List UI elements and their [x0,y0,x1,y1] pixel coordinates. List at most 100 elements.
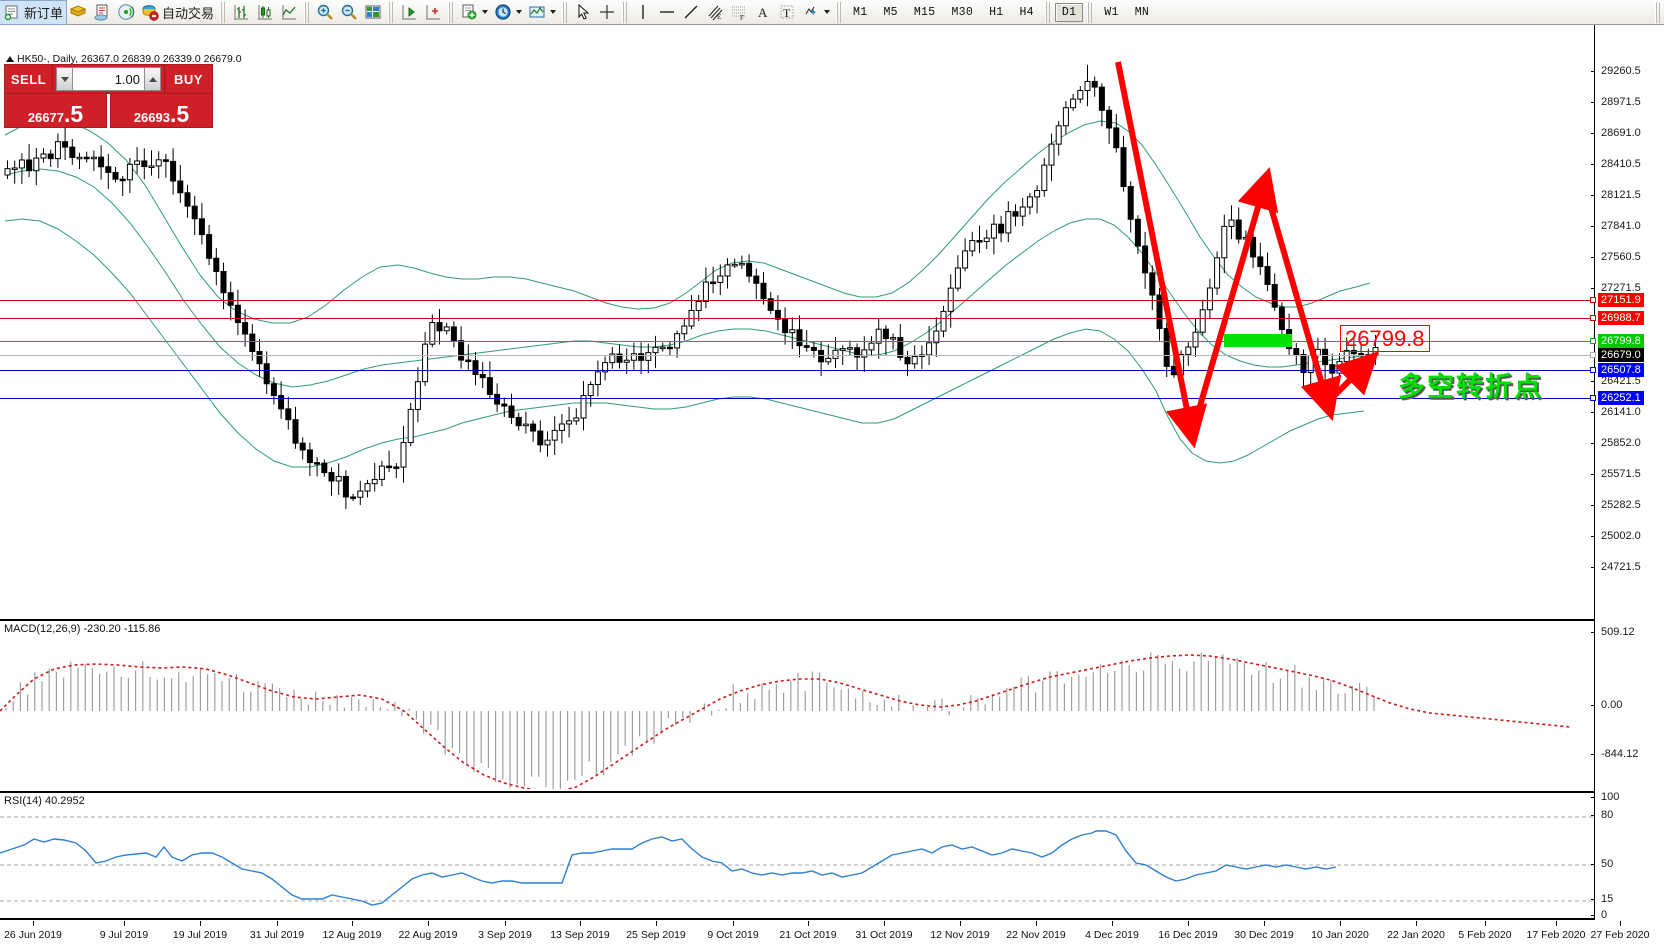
signals-button[interactable] [114,1,138,24]
candle-bullish [702,281,709,302]
price-axis[interactable]: 29260.5 28971.5 28691.0 28410.5 28121.5 27841… [1590,25,1664,921]
candle-bearish [1012,211,1019,217]
chart-shift-button[interactable] [421,1,445,24]
chevron-down-icon[interactable] [550,10,557,14]
candle-bearish [198,218,205,236]
buy-price-display[interactable]: 26693 .5 [110,94,213,128]
chevron-down-icon[interactable] [482,10,489,14]
candle-bullish [868,342,875,351]
level-handle[interactable] [1590,338,1596,344]
price-callout-annotation[interactable]: 26799.8 [1340,325,1430,353]
candle-bullish [594,371,601,386]
price-level-badge[interactable]: 26679.0 [1598,348,1644,362]
equidistant-channel-icon: E [706,3,724,21]
price-chart-plot[interactable] [0,25,1594,619]
timeframe-w1[interactable]: W1 [1104,5,1119,19]
templates-button[interactable] [525,1,559,24]
wallet-button[interactable] [66,1,90,24]
candle-bearish [465,359,472,363]
zoom-in-button[interactable] [313,1,337,24]
equidistant-channel-button[interactable]: E [703,1,727,24]
candle-bearish [458,340,465,361]
date-axis-label: 10 Jan 2020 [1311,929,1369,941]
shift-end-button[interactable] [397,1,421,24]
date-axis-label: 31 Jul 2019 [249,929,305,941]
bar-chart-button[interactable] [229,1,253,24]
price-level-badge[interactable]: 27151.9 [1598,293,1644,307]
timeframe-m5[interactable]: M5 [883,5,898,19]
horizontal-line-button[interactable] [655,1,679,24]
price-level-badge[interactable]: 26799.8 [1598,334,1644,348]
chart-area[interactable]: 26799.8 多空转折点 MACD(12,26,9) -230.20 -115… [0,25,1664,945]
level-handle[interactable] [1590,395,1596,401]
level-handle[interactable] [1590,315,1596,321]
level-handle[interactable] [1590,352,1596,358]
candle-bearish [249,333,256,352]
price-level-badge[interactable]: 26507.8 [1598,363,1644,377]
auto-trading-label: 自动交易 [162,5,215,21]
timeframe-h4[interactable]: H4 [1019,5,1034,19]
text-label-button[interactable]: A [751,1,775,24]
candle-bullish [1005,211,1012,234]
green-highlight-block [1224,334,1292,347]
price-axis-label: 27271.5 [1601,282,1641,294]
sell-price-display[interactable]: 26677 .5 [4,94,107,128]
fibonacci-button[interactable]: F [727,1,751,24]
price-axis-label: 25571.5 [1601,468,1641,480]
indicators-button[interactable] [457,1,491,24]
chevron-down-icon[interactable] [824,10,831,14]
timeframe-m15[interactable]: M15 [913,5,936,19]
price-tick [1591,474,1595,475]
level-handle[interactable] [1590,297,1596,303]
period-button[interactable] [491,1,525,24]
cursor-button[interactable] [571,1,595,24]
volume-field-group[interactable]: 1.00 [53,64,164,94]
one-click-trading-panel[interactable]: SELL 1.00 BUY 26677 .5 26693 .5 [4,64,213,128]
level-handle[interactable] [1590,367,1596,373]
price-level-badge[interactable]: 26252.1 [1598,391,1644,405]
sell-button[interactable]: SELL [4,64,53,94]
timeframe-d1[interactable]: D1 [1054,2,1084,22]
toolbar-separator [1044,1,1051,23]
new-order-button[interactable]: 新订单 [0,0,68,25]
zoom-out-button[interactable] [337,1,361,24]
date-tick [1340,921,1341,926]
price-axis-label: 26421.5 [1601,375,1641,387]
indicator-axis-label: 15 [1601,893,1614,905]
candle-bullish [18,159,25,169]
buy-button[interactable]: BUY [164,64,213,94]
indicator-axis-label: 100 [1601,791,1620,803]
candle-bearish [1156,294,1163,330]
price-axis-label: 24721.5 [1601,561,1641,573]
toolbar-separator [562,1,569,23]
tile-windows-button[interactable] [361,1,385,24]
auto-trading-button[interactable]: 自动交易 [138,1,217,24]
collapse-triangle-icon[interactable] [6,56,14,62]
timeframe-mn[interactable]: MN [1134,5,1150,19]
chevron-down-icon[interactable] [516,10,523,14]
text-object-button[interactable]: T [775,1,799,24]
candlestick-chart-button[interactable] [253,1,277,24]
date-tick [505,921,506,926]
data-window-button[interactable] [90,1,114,24]
price-level-badge[interactable]: 26988.7 [1598,311,1644,325]
crosshair-button[interactable] [595,1,619,24]
candle-bullish [551,429,558,441]
line-chart-button[interactable] [277,1,301,24]
candle-bullish [695,300,702,311]
sell-price-integer: 26677 [27,110,64,125]
trendline-button[interactable] [679,1,703,24]
timeframe-m30[interactable]: M30 [951,5,974,19]
timeframe-m1[interactable]: M1 [853,5,868,19]
volume-decrement-button[interactable] [56,67,73,91]
volume-input[interactable]: 1.00 [73,67,144,91]
volume-increment-button[interactable] [144,67,161,91]
drawings-button[interactable] [799,1,833,24]
toolbar-separator [448,1,455,23]
date-tick [656,921,657,926]
candle-bearish [710,281,717,285]
timeframe-h1[interactable]: H1 [989,5,1004,19]
vertical-line-button[interactable] [631,1,655,24]
macd-histogram [5,652,1375,789]
candle-bearish [69,146,76,158]
